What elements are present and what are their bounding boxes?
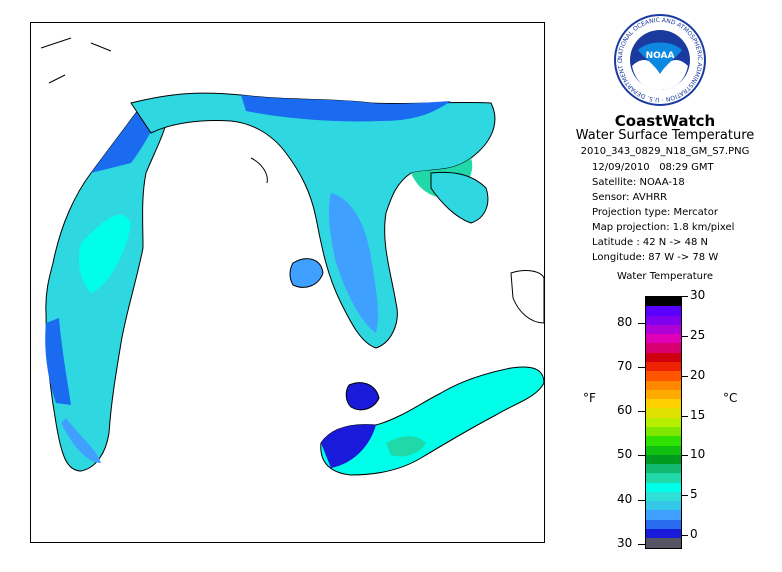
color-swatch	[646, 473, 681, 483]
sensor-line: Sensor: AVHRR	[592, 192, 668, 203]
color-swatch	[646, 334, 681, 344]
date-time-line: 12/09/2010 08:29 GMT	[592, 162, 714, 173]
color-swatch	[646, 324, 681, 335]
date-value: 12/09/2010	[592, 162, 650, 173]
color-swatch	[646, 352, 681, 362]
projection-type-line: Projection type: Mercator	[592, 207, 718, 218]
fahrenheit-tick-mark	[638, 499, 645, 501]
color-swatch	[646, 436, 681, 446]
fahrenheit-tick-label: 80	[617, 314, 633, 329]
celsius-tick-mark	[681, 455, 688, 457]
color-swatch	[646, 445, 681, 455]
brand-title: CoastWatch	[614, 112, 716, 130]
color-swatch	[646, 454, 681, 465]
georgian-bay	[430, 171, 489, 224]
latitude-line: Latitude : 42 N -> 48 N	[592, 237, 708, 248]
color-swatch	[646, 389, 681, 400]
legend-title: Water Temperature	[616, 271, 714, 282]
color-swatch	[646, 371, 681, 381]
file-name: 2010_343_0829_N18_GM_S7.PNG	[580, 146, 750, 157]
color-swatch	[646, 399, 681, 409]
satellite-line: Satellite: NOAA-18	[592, 177, 685, 188]
celsius-tick-label: 30	[690, 288, 706, 302]
sst-map[interactable]	[30, 22, 545, 543]
color-swatch	[646, 315, 681, 325]
color-swatch	[646, 408, 681, 418]
lake-michigan	[45, 103, 168, 472]
celsius-tick-mark	[681, 495, 688, 497]
saginaw-bay	[289, 258, 324, 288]
color-swatch	[646, 306, 681, 316]
fahrenheit-tick-mark	[638, 366, 645, 368]
celsius-tick-label: 0	[690, 527, 698, 542]
color-swatch	[646, 491, 681, 502]
celsius-tick-label: 15	[690, 407, 706, 422]
celsius-tick-label: 10	[690, 447, 706, 462]
celsius-tick-mark	[681, 375, 688, 377]
fahrenheit-tick-mark	[638, 411, 645, 413]
fahrenheit-tick-mark	[638, 322, 645, 324]
fahrenheit-tick-label: 40	[617, 491, 633, 506]
fahrenheit-tick-mark	[638, 543, 645, 545]
noaa-logo: NATIONAL OCEANIC AND ATMOSPHERIC ADMINIS…	[611, 9, 706, 106]
color-swatch	[646, 482, 681, 492]
fahrenheit-tick-label: 50	[617, 447, 633, 462]
color-swatch	[646, 417, 681, 427]
color-swatch	[646, 426, 681, 437]
longitude-line: Longitude: 87 W -> 78 W	[592, 252, 719, 263]
celsius-tick-label: 5	[690, 487, 698, 502]
color-swatch	[646, 297, 681, 307]
fahrenheit-tick-mark	[638, 455, 645, 457]
time-value: 08:29 GMT	[659, 162, 714, 173]
logo-text: NOAA	[646, 51, 675, 61]
fahrenheit-tick-label: 30	[617, 535, 633, 550]
unit-fahrenheit: °F	[583, 391, 596, 405]
product-title: Water Surface Temperature	[575, 128, 755, 143]
color-swatch	[646, 510, 681, 520]
color-swatch	[646, 501, 681, 511]
celsius-tick-mark	[681, 296, 688, 297]
color-swatch	[646, 464, 681, 474]
lake-st-clair	[345, 382, 380, 411]
color-swatch	[646, 519, 681, 530]
color-swatch	[646, 538, 681, 548]
color-scale-bar	[645, 296, 682, 549]
celsius-tick-label: 20	[690, 367, 706, 382]
color-swatch	[646, 343, 681, 353]
celsius-tick-mark	[681, 415, 688, 417]
unit-celsius: °C	[723, 391, 738, 405]
celsius-tick-label: 25	[690, 327, 706, 342]
lake-huron	[130, 92, 496, 349]
fahrenheit-tick-label: 70	[617, 358, 633, 373]
lake-erie	[320, 366, 544, 476]
map-projection-line: Map projection: 1.8 km/pixel	[592, 222, 735, 233]
color-swatch	[646, 361, 681, 372]
lake-ontario	[510, 270, 544, 324]
fahrenheit-tick-label: 60	[617, 403, 633, 418]
color-swatch	[646, 529, 681, 539]
celsius-tick-mark	[681, 535, 688, 537]
color-swatch	[646, 380, 681, 390]
celsius-tick-mark	[681, 335, 688, 337]
coastline-fragments	[40, 37, 268, 184]
